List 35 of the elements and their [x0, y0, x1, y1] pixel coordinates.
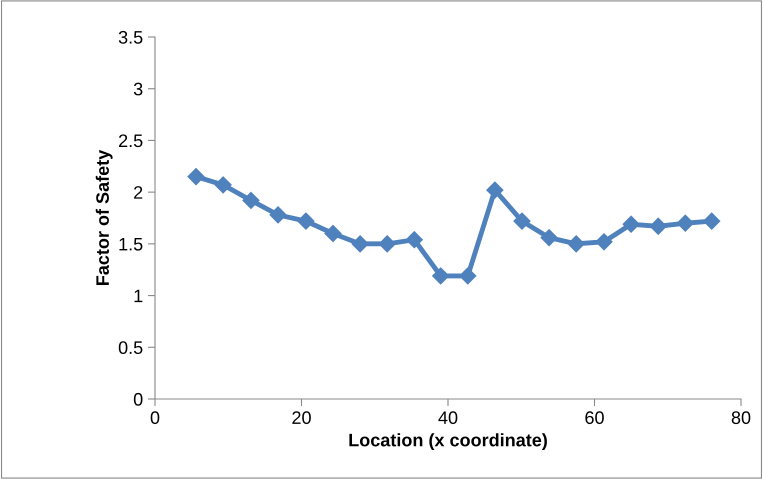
point	[650, 218, 667, 235]
point	[214, 176, 232, 194]
x-tick-label: 80	[732, 411, 750, 424]
point	[406, 231, 423, 248]
point	[540, 229, 558, 246]
point	[297, 212, 314, 230]
x-axis-title: Location (x coordinate)	[349, 433, 547, 450]
point	[378, 235, 396, 252]
y-tick-label: 2.5	[119, 134, 142, 148]
point	[676, 214, 694, 232]
point	[513, 212, 531, 230]
point	[324, 224, 342, 242]
x-tick-label: 0	[150, 411, 160, 424]
y-axis-title: Factor of Safety	[96, 150, 113, 286]
y-tick-label: 3.5	[118, 30, 142, 44]
y-tick-label: 1	[134, 290, 142, 302]
y-tick-label: 0	[134, 392, 142, 406]
point	[459, 267, 476, 284]
y-tick-label: 3	[134, 82, 142, 96]
point	[432, 267, 450, 284]
point	[486, 182, 504, 199]
x-tick-label: 40	[438, 411, 458, 424]
point	[622, 216, 640, 233]
point	[270, 206, 287, 224]
y-tick-label: 2	[134, 186, 142, 199]
x-tick-label: 20	[292, 411, 311, 424]
y-tick-label: 1.5	[119, 238, 142, 251]
point	[703, 212, 720, 230]
point	[187, 168, 205, 186]
y-tick-label: 0.5	[118, 341, 142, 354]
point	[352, 235, 369, 252]
point	[242, 192, 260, 209]
x-tick-label: 60	[585, 411, 604, 424]
point	[568, 235, 585, 252]
point	[595, 233, 613, 250]
